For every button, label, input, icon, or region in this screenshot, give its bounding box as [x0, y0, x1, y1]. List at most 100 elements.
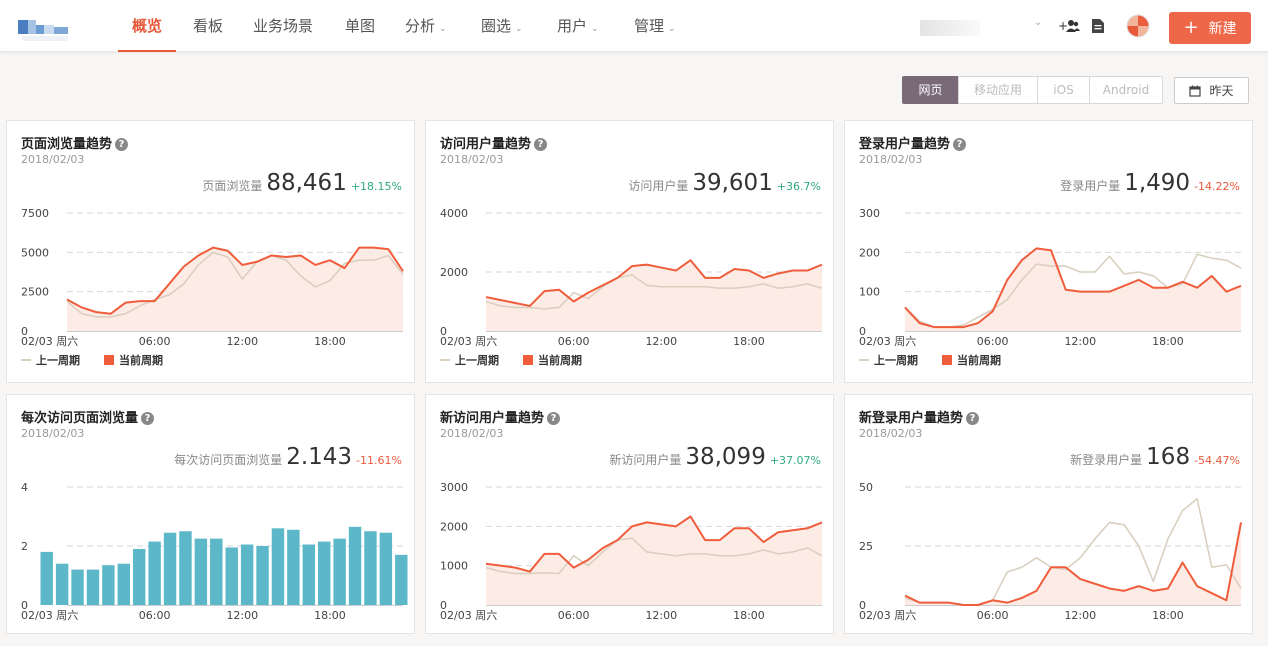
y-tick-label: 200	[859, 246, 880, 259]
card-new-visitors: 0 1000 2000 3000 02/03 周六 06:00 12:00 18:00 新访问用…	[425, 394, 834, 634]
metric-change: +37.07%	[769, 454, 821, 467]
bar[interactable]	[225, 547, 238, 605]
card-new-logged-in-users: 0 25 50 02/03 周六 06:00 12:00 18:00 新登录用户量趋势? 201…	[844, 394, 1253, 634]
bar[interactable]	[102, 565, 115, 605]
bar[interactable]	[364, 531, 377, 605]
trend-chart: 0 2500 5000 7500 02/03 周六 06:00 12:00 18:00 上一周期…	[21, 207, 404, 367]
x-tick-label: 06:00	[558, 609, 590, 622]
help-icon[interactable]: ?	[141, 412, 155, 425]
bar[interactable]	[302, 544, 315, 605]
bar[interactable]	[194, 538, 208, 605]
chevron-down-icon: ⌄	[668, 24, 676, 34]
metric-change: -14.22%	[1194, 180, 1240, 193]
bar[interactable]	[348, 526, 362, 605]
document-icon[interactable]	[1089, 14, 1107, 38]
card-pages-per-visit: 0 2 4 02/03 周六 06:00 12:00 18:00 每次访问页面浏览量? 2018…	[6, 394, 415, 634]
bar[interactable]	[163, 532, 177, 605]
current-period-line[interactable]	[904, 522, 1242, 606]
bar[interactable]	[133, 548, 146, 605]
nav-manage[interactable]: 管理 ⌄	[634, 17, 676, 35]
legend-current-swatch	[523, 355, 533, 365]
help-icon[interactable]: ?	[534, 138, 548, 151]
nav-overview[interactable]: 概览	[118, 0, 177, 52]
card-date: 2018/02/03	[859, 427, 923, 440]
current-period-line[interactable]	[904, 247, 1242, 329]
card-title: 新访问用户量趋势?	[440, 407, 561, 426]
legend-current-label[interactable]: 当前周期	[119, 353, 163, 367]
previous-period-line[interactable]	[66, 251, 404, 318]
date-range-button[interactable]: 昨天	[1174, 77, 1249, 104]
previous-period-line[interactable]	[485, 537, 823, 575]
y-tick-label: 0	[21, 325, 28, 338]
bar[interactable]	[379, 532, 393, 605]
tab-android[interactable]: Android	[1089, 76, 1163, 104]
legend-current-label[interactable]: 当前周期	[538, 353, 582, 367]
legend-current-label[interactable]: 当前周期	[957, 353, 1001, 367]
metric-label: 每次访问页面浏览量	[174, 453, 283, 467]
bar[interactable]	[333, 538, 346, 605]
nav-circle-select[interactable]: 圈选 ⌄	[481, 17, 523, 35]
x-tick-label: 12:00	[645, 609, 677, 622]
bar[interactable]	[117, 563, 130, 605]
card-title: 登录用户量趋势?	[859, 133, 967, 152]
y-tick-label: 2000	[440, 520, 468, 533]
project-selector[interactable]	[920, 20, 980, 36]
nav-single-chart[interactable]: 单图	[345, 17, 376, 35]
x-tick-label: 02/03 周六	[440, 609, 497, 622]
metric-change: +18.15%	[350, 180, 402, 193]
bar[interactable]	[40, 551, 53, 605]
previous-period-line[interactable]	[485, 274, 823, 310]
bar[interactable]	[148, 541, 161, 605]
x-tick-label: 12:00	[645, 335, 677, 348]
x-tick-label: 12:00	[1064, 335, 1096, 348]
previous-period-line[interactable]	[904, 253, 1242, 328]
help-icon[interactable]: ?	[115, 138, 129, 151]
current-period-line[interactable]	[485, 259, 823, 307]
card-date: 2018/02/03	[440, 427, 504, 440]
nav-users[interactable]: 用户 ⌄	[557, 17, 599, 35]
bar[interactable]	[179, 531, 192, 605]
current-period-line[interactable]	[485, 515, 823, 573]
help-icon[interactable]: ?	[547, 412, 561, 425]
bar[interactable]	[287, 529, 300, 605]
new-button[interactable]: + 新建	[1169, 12, 1251, 44]
x-tick-label: 18:00	[1152, 609, 1184, 622]
current-period-area	[905, 522, 1241, 605]
bar[interactable]	[271, 528, 285, 605]
x-tick-label: 02/03 周六	[859, 609, 916, 622]
metric-summary: 访问用户量 39,601 +36.7%	[628, 170, 821, 196]
bar[interactable]	[395, 554, 408, 605]
tab-ios[interactable]: iOS	[1037, 76, 1090, 104]
nav-board[interactable]: 看板	[193, 17, 224, 35]
chevron-down-icon[interactable]: ⌄	[1034, 17, 1043, 28]
nav-analysis[interactable]: 分析 ⌄	[405, 17, 447, 35]
legend-previous-label[interactable]: 上一周期	[455, 353, 499, 367]
bar[interactable]	[86, 569, 100, 605]
legend-current-swatch	[942, 355, 952, 365]
help-icon[interactable]: ?	[953, 138, 967, 151]
bar[interactable]	[240, 544, 254, 605]
card-page-views: 0 2500 5000 7500 02/03 周六 06:00 12:00 18:00 上一周期…	[6, 120, 415, 383]
bar[interactable]	[318, 541, 331, 605]
y-tick-label: 4	[21, 481, 28, 494]
chevron-down-icon: ⌄	[439, 24, 447, 34]
tab-mobile-app[interactable]: 移动应用	[958, 76, 1038, 104]
legend-previous-label[interactable]: 上一周期	[36, 353, 80, 367]
bar[interactable]	[256, 546, 269, 605]
add-member-icon[interactable]: +	[1057, 14, 1081, 38]
y-tick-label: 2	[21, 540, 28, 553]
avatar[interactable]	[1125, 14, 1151, 38]
y-tick-label: 4000	[440, 207, 468, 220]
legend-previous-label[interactable]: 上一周期	[874, 353, 918, 367]
logo[interactable]	[18, 20, 70, 34]
current-period-line[interactable]	[66, 246, 404, 315]
nav-business-scenes[interactable]: 业务场景	[253, 17, 314, 35]
help-icon[interactable]: ?	[966, 412, 980, 425]
bar[interactable]	[71, 569, 84, 605]
bar[interactable]	[55, 563, 69, 605]
tab-web[interactable]: 网页	[902, 76, 959, 104]
metric-value: 2.143	[286, 444, 353, 470]
y-tick-label: 0	[440, 599, 447, 612]
bar[interactable]	[210, 538, 223, 605]
y-tick-label: 0	[21, 599, 28, 612]
